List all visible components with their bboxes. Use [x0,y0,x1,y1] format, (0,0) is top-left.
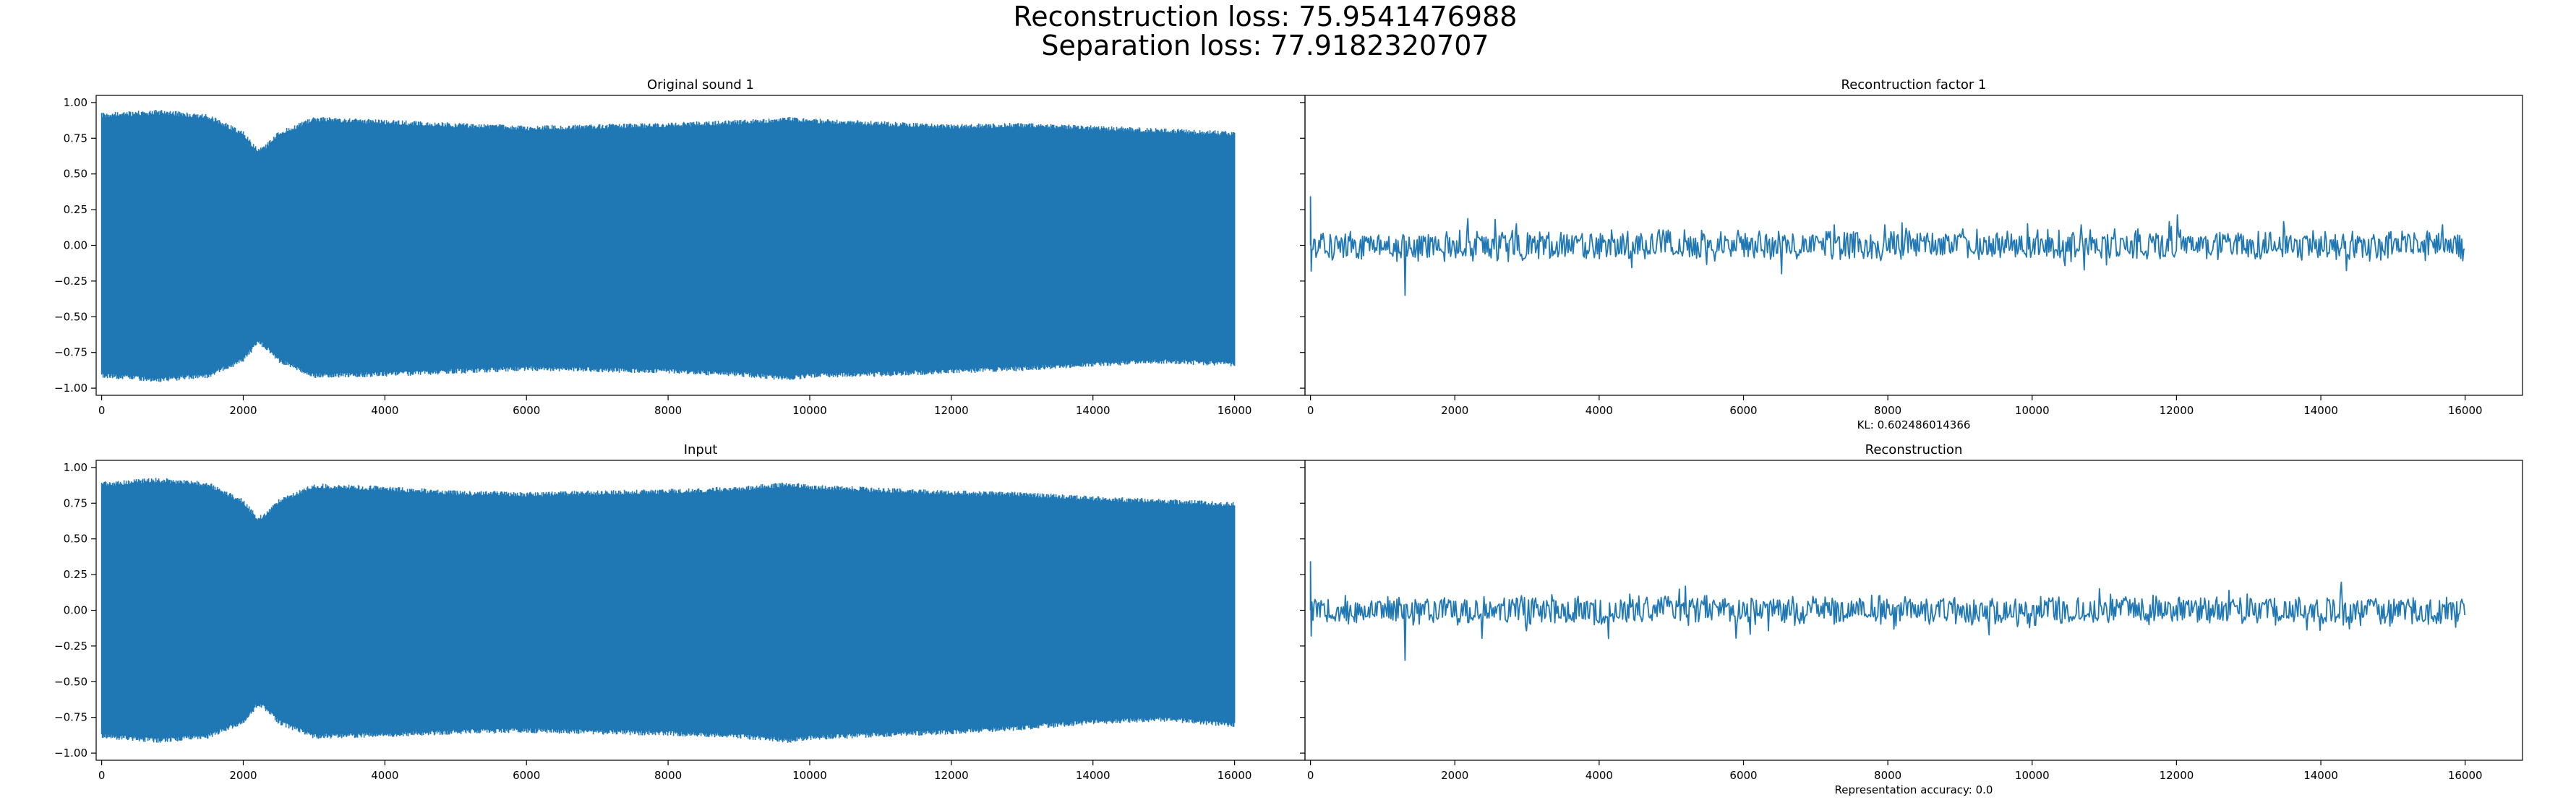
y-tick-label: 0.50 [64,533,87,546]
x-tick-label: 4000 [1586,404,1613,417]
y-tick-label: 0.00 [64,604,87,617]
signal-line [100,110,1236,382]
y-tick-label: −0.75 [54,346,87,359]
subplot-3: Input 0 2000 4000 6000 8000 10000 12000 14000 160… [54,442,1306,782]
x-tick-label: 16000 [1218,404,1252,417]
y-tick-label: −0.50 [54,675,87,688]
signal-line [1309,561,2466,661]
x-tick-label: 10000 [792,404,827,417]
suptitle-line-1: Reconstruction loss: 75.9541476988 [1014,1,1518,33]
x-tick-label: 8000 [1874,404,1901,417]
x-tick-label: 6000 [513,404,540,417]
y-tick-label: 1.00 [64,96,87,109]
y-tick-label: 1.00 [64,461,87,474]
x-tick-label: 2000 [229,769,257,782]
y-tick-label: −0.50 [54,310,87,323]
x-tick-label: 16000 [2448,769,2483,782]
subplot-title: Reconstruction [1865,442,1963,457]
subplot-title: Input [684,442,718,457]
x-tick-label: 16000 [1218,769,1252,782]
x-tick-label: 12000 [2160,404,2194,417]
signal-fill [101,483,1234,738]
x-tick-label: 0 [1307,404,1314,417]
x-axis-label: KL: 0.602486014366 [1857,418,1971,431]
x-tick-label: 4000 [1586,769,1613,782]
x-tick-label: 12000 [934,769,969,782]
subplot-title: Original sound 1 [647,77,754,93]
suptitle-line-2: Separation loss: 77.9182320707 [1041,30,1489,61]
x-tick-label: 12000 [2160,769,2194,782]
subplot-4: Reconstruction 0 2000 4000 6000 8000 10000 1200… [1300,442,2523,796]
y-tick-label: −0.75 [54,711,87,724]
x-tick-label: 16000 [2448,404,2483,417]
x-tick-label: 4000 [371,404,398,417]
x-tick-label: 10000 [2015,769,2050,782]
subplot-1: Original sound 1 0 2000 4000 6000 8000 10000 12… [54,77,1306,417]
x-tick-label: 8000 [654,404,682,417]
y-tick-label: 0.50 [64,168,87,181]
x-tick-label: 4000 [371,769,398,782]
x-tick-label: 14000 [2303,769,2338,782]
signal-line [100,478,1236,743]
y-tick-label: −0.25 [54,275,87,288]
signal-fill [101,115,1234,377]
x-tick-label: 0 [98,769,106,782]
x-tick-label: 2000 [1441,404,1468,417]
x-tick-label: 6000 [1729,404,1757,417]
y-tick-label: 0.25 [64,568,87,581]
signal-line [1309,196,2465,296]
x-tick-label: 12000 [934,404,969,417]
y-tick-label: 0.00 [64,239,87,252]
x-tick-label: 8000 [1874,769,1901,782]
x-tick-label: 14000 [1076,404,1111,417]
x-tick-label: 10000 [792,769,827,782]
subplot-title: Recontruction factor 1 [1841,77,1987,93]
signal-trace [1309,561,2466,661]
y-tick-label: −1.00 [54,747,87,760]
x-axis-label: Representation accuracy: 0.0 [1835,783,1993,796]
y-tick-label: −0.25 [54,640,87,653]
x-tick-label: 2000 [229,404,257,417]
y-tick-label: −1.00 [54,382,87,395]
x-tick-label: 6000 [1729,769,1757,782]
signal-trace [1309,196,2465,296]
x-tick-label: 14000 [2303,404,2338,417]
x-tick-label: 8000 [654,769,682,782]
y-tick-label: 0.25 [64,203,87,216]
x-tick-label: 0 [1307,769,1314,782]
x-tick-label: 0 [98,404,106,417]
subplot-2: Recontruction factor 1 0 2000 4000 6000 8000 1… [1300,77,2523,431]
y-tick-label: 0.75 [64,132,87,145]
x-tick-label: 10000 [2015,404,2050,417]
x-tick-label: 2000 [1441,769,1468,782]
x-tick-label: 14000 [1076,769,1111,782]
y-tick-label: 0.75 [64,496,87,509]
x-tick-label: 6000 [513,769,540,782]
